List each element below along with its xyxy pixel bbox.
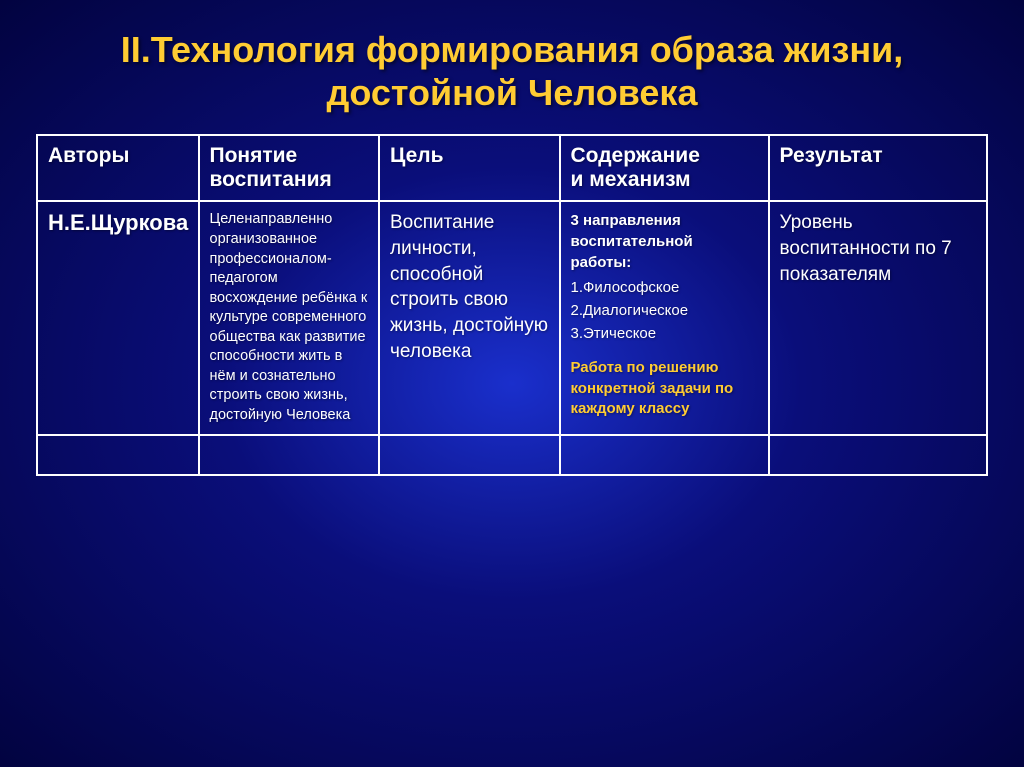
content-table: Авторы Понятие воспитания Цель Содержани… [36,134,988,475]
table-row-blank [37,435,987,475]
blank-cell [560,435,769,475]
col-header-goal: Цель [379,135,560,201]
cell-content: 3 направления воспитательной работы: 1.Ф… [560,201,769,434]
content-highlight: Работа по решению конкретной задачи по к… [571,358,758,419]
cell-result: Уровень воспитанности по 7 показателям [769,201,988,434]
slide-title: II.Технология формирования образа жизни,… [36,28,988,114]
col-header-result: Результат [769,135,988,201]
blank-cell [199,435,380,475]
col-header-concept: Понятие воспитания [199,135,380,201]
table-header-row: Авторы Понятие воспитания Цель Содержани… [37,135,987,201]
cell-concept: Целенаправленно организованное профессио… [199,201,380,434]
content-item-2: 2.Диалогическое [571,300,758,321]
col-header-author: Авторы [37,135,199,201]
cell-goal: Воспитание личности, способной строить с… [379,201,560,434]
content-heading: 3 направления воспитательной работы: [571,210,758,273]
col-header-content-line1: Содержание [571,144,700,167]
table-row: Н.Е.Щуркова Целенаправленно организованн… [37,201,987,434]
cell-author: Н.Е.Щуркова [37,201,199,434]
content-item-1: 1.Философское [571,277,758,298]
col-header-content-line2: и механизм [571,168,691,191]
content-item-3: 3.Этическое [571,323,758,344]
col-header-content: Содержание и механизм [560,135,769,201]
blank-cell [769,435,988,475]
blank-cell [379,435,560,475]
blank-cell [37,435,199,475]
